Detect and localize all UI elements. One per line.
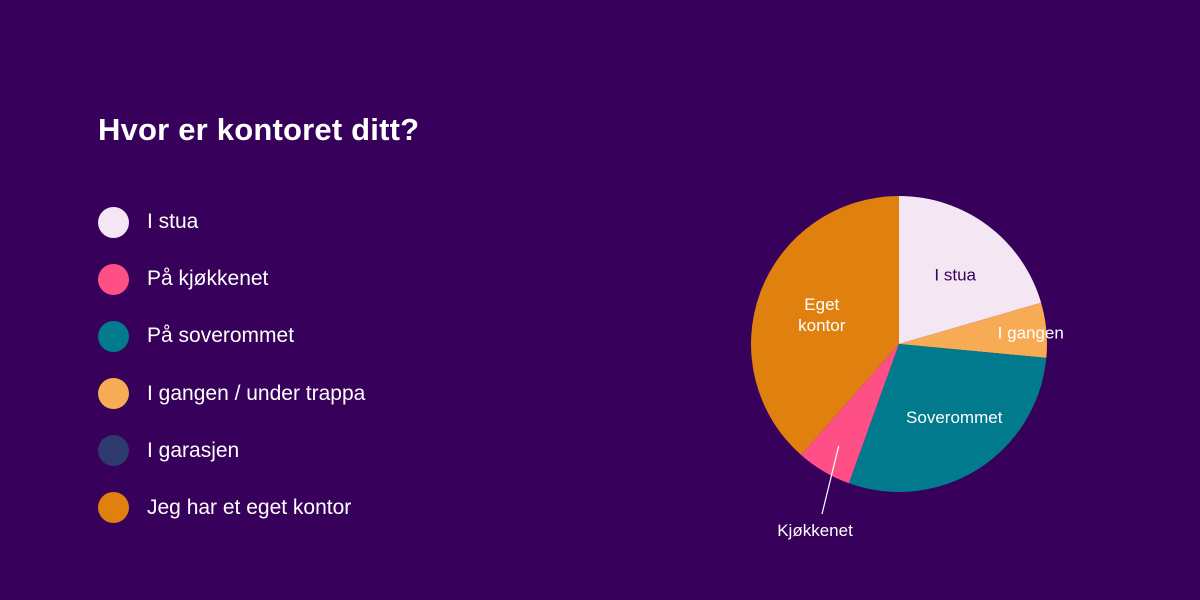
slice-label: Soverommet: [906, 408, 1003, 427]
leader-line: [821, 445, 840, 515]
pie-slice: [899, 196, 1042, 344]
legend-item: På kjøkkenet: [98, 263, 365, 295]
legend: I stua På kjøkkenet På soverommet I gang…: [98, 206, 365, 549]
legend-label: I stua: [147, 210, 199, 233]
legend-swatch: [98, 320, 129, 352]
slice-label: I stua: [934, 265, 976, 284]
legend-item: På soverommet: [98, 320, 365, 352]
legend-label: På kjøkkenet: [147, 267, 269, 291]
legend-label: I garasjen: [147, 438, 240, 462]
legend-swatch: [98, 378, 129, 410]
legend-swatch: [98, 206, 129, 238]
pie-slice: [848, 344, 1047, 492]
legend-swatch: [98, 263, 129, 295]
chart-title: Hvor er kontoret ditt?: [98, 112, 420, 147]
pie-slice: [801, 344, 899, 484]
pie-slice: [750, 196, 899, 456]
legend-label: Jeg har et eget kontor: [147, 495, 352, 519]
slice-label: Eget kontor: [798, 295, 846, 335]
legend-label: I gangen / under trappa: [147, 381, 366, 405]
legend-item: I gangen / under trappa: [98, 378, 365, 410]
slice-label: I gangen: [998, 323, 1064, 342]
slice-label: Kjøkkenet: [777, 521, 853, 540]
legend-label: På soverommet: [147, 324, 295, 348]
legend-item: I garasjen: [98, 435, 365, 467]
legend-swatch: [98, 435, 129, 467]
legend-swatch: [98, 492, 129, 524]
pie-slice: [899, 302, 1047, 358]
legend-item: I stua: [98, 206, 365, 238]
legend-item: Jeg har et eget kontor: [98, 492, 365, 524]
